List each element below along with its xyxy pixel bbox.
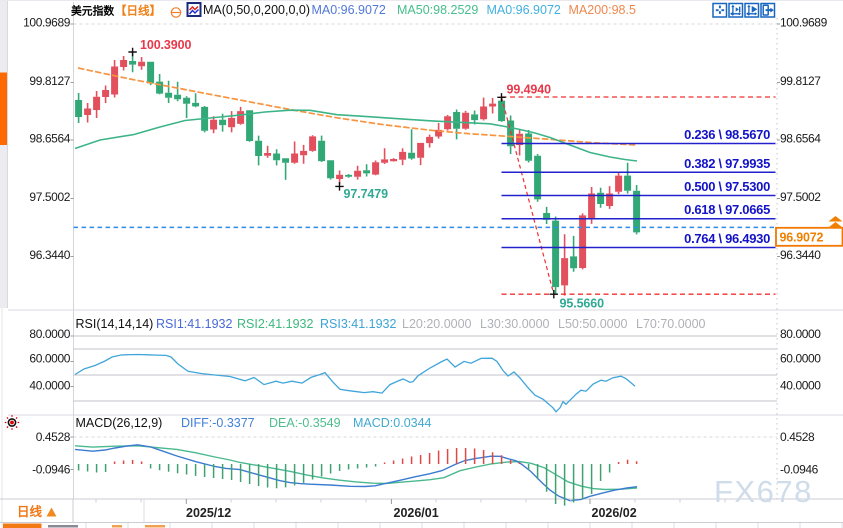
svg-text:2026/02: 2026/02 bbox=[592, 506, 637, 520]
svg-text:80.0000: 80.0000 bbox=[29, 327, 70, 341]
svg-text:97.7479: 97.7479 bbox=[344, 187, 389, 201]
svg-text:RSI1:41.1932: RSI1:41.1932 bbox=[156, 317, 232, 331]
svg-text:98.6564: 98.6564 bbox=[780, 132, 821, 146]
svg-text:DEA:-0.3549: DEA:-0.3549 bbox=[269, 416, 341, 430]
svg-text:日线: 日线 bbox=[17, 504, 43, 519]
svg-text:FX678: FX678 bbox=[714, 474, 813, 509]
svg-text:99.8127: 99.8127 bbox=[780, 74, 821, 88]
svg-text:0.382 \ 97.9935: 0.382 \ 97.9935 bbox=[684, 156, 770, 171]
svg-text:MA0:96.9072: MA0:96.9072 bbox=[487, 3, 561, 17]
svg-text:RSI2:41.1932: RSI2:41.1932 bbox=[237, 317, 313, 331]
svg-text:100.3900: 100.3900 bbox=[140, 38, 191, 52]
svg-text:96.9072: 96.9072 bbox=[780, 231, 824, 245]
svg-text:【日线】: 【日线】 bbox=[115, 4, 161, 18]
svg-text:RSI3:41.1932: RSI3:41.1932 bbox=[320, 317, 396, 331]
svg-text:0.236 \ 98.5670: 0.236 \ 98.5670 bbox=[684, 127, 770, 142]
svg-text:95.5660: 95.5660 bbox=[560, 297, 605, 311]
svg-text:L20:20.0000: L20:20.0000 bbox=[402, 317, 472, 331]
svg-text:MA50:98.2529: MA50:98.2529 bbox=[397, 3, 478, 17]
svg-text:100.9689: 100.9689 bbox=[780, 16, 828, 30]
svg-text:2025/12: 2025/12 bbox=[186, 506, 231, 520]
svg-text:99.8127: 99.8127 bbox=[29, 74, 70, 88]
svg-text:0.618 \ 97.0665: 0.618 \ 97.0665 bbox=[684, 202, 770, 217]
svg-text:-0.0946: -0.0946 bbox=[780, 463, 819, 477]
svg-text:MA(0,50,0,200,0,0): MA(0,50,0,200,0,0) bbox=[203, 3, 310, 17]
svg-text:80.0000: 80.0000 bbox=[780, 327, 821, 341]
svg-text:97.5002: 97.5002 bbox=[29, 190, 70, 204]
svg-text:0.500 \ 97.5300: 0.500 \ 97.5300 bbox=[684, 179, 770, 194]
svg-text:96.3440: 96.3440 bbox=[29, 248, 70, 262]
svg-text:98.6564: 98.6564 bbox=[29, 132, 70, 146]
svg-text:0.4528: 0.4528 bbox=[780, 430, 815, 444]
svg-text:L30:30.0000: L30:30.0000 bbox=[480, 317, 550, 331]
svg-text:MA0:96.9072: MA0:96.9072 bbox=[312, 3, 386, 17]
svg-text:40.0000: 40.0000 bbox=[29, 379, 70, 393]
svg-text:2026/01: 2026/01 bbox=[394, 506, 439, 520]
svg-text:L50:50.0000: L50:50.0000 bbox=[558, 317, 628, 331]
svg-text:RSI(14,14,14): RSI(14,14,14) bbox=[76, 317, 154, 331]
svg-text:0.4528: 0.4528 bbox=[36, 430, 71, 444]
svg-text:MACD:0.0344: MACD:0.0344 bbox=[353, 416, 432, 430]
svg-text:40.0000: 40.0000 bbox=[780, 379, 821, 393]
svg-text:MACD(26,12,9): MACD(26,12,9) bbox=[76, 416, 163, 430]
svg-text:-0.0946: -0.0946 bbox=[32, 463, 71, 477]
svg-text:99.4940: 99.4940 bbox=[507, 83, 552, 97]
svg-text:MA200:98.5: MA200:98.5 bbox=[569, 3, 636, 17]
svg-text:美元指数: 美元指数 bbox=[71, 4, 114, 18]
svg-text:0.764 \ 96.4930: 0.764 \ 96.4930 bbox=[684, 231, 770, 246]
svg-text:96.3440: 96.3440 bbox=[780, 248, 821, 262]
svg-text:100.9689: 100.9689 bbox=[23, 16, 71, 30]
svg-text:DIFF:-0.3377: DIFF:-0.3377 bbox=[181, 416, 255, 430]
svg-text:97.5002: 97.5002 bbox=[780, 190, 821, 204]
svg-text:L70:70.0000: L70:70.0000 bbox=[636, 317, 706, 331]
svg-text:60.0000: 60.0000 bbox=[29, 352, 70, 366]
svg-text:60.0000: 60.0000 bbox=[780, 352, 821, 366]
